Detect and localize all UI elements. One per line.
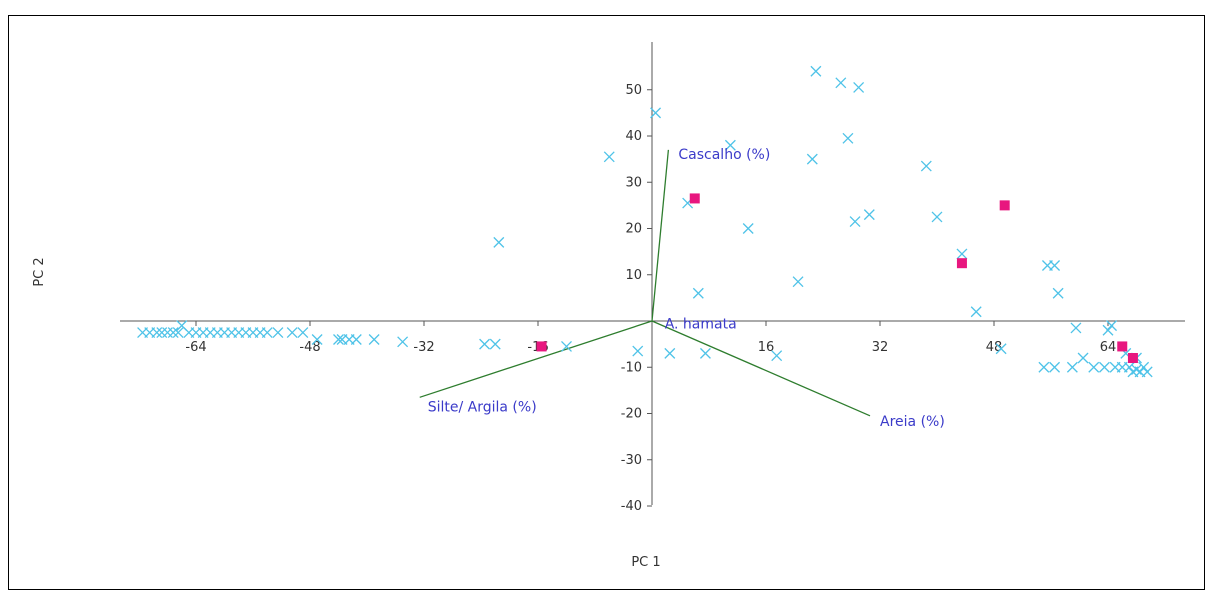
data-point-cross	[842, 132, 854, 144]
y-tick-label: 30	[625, 175, 642, 190]
axes: -64-48-32-16163248645040302010-10-20-30-…	[120, 42, 1185, 514]
x-tick-label: 32	[872, 340, 889, 355]
y-tick-label: -10	[621, 360, 642, 375]
data-point-cross	[286, 327, 298, 339]
data-point-cross	[1088, 361, 1100, 373]
y-tick-label: 20	[625, 222, 642, 237]
data-point-cross	[1070, 322, 1082, 334]
loading-vector	[651, 320, 871, 417]
data-point-cross	[810, 65, 822, 77]
data-point-cross	[1138, 361, 1150, 373]
data-point-cross	[311, 334, 323, 345]
x-tick-label: 16	[758, 340, 775, 355]
data-point-cross	[1106, 320, 1118, 332]
chart-frame	[8, 15, 1205, 590]
x-tick-label: -64	[185, 340, 206, 355]
data-point-cross	[995, 343, 1007, 355]
data-point-cross	[853, 81, 865, 93]
data-point-cross	[151, 327, 163, 339]
data-point-cross	[664, 347, 676, 359]
data-point-square	[1117, 341, 1128, 352]
loading-vector	[419, 320, 653, 398]
data-point-cross	[397, 336, 409, 348]
data-point-cross	[156, 327, 168, 339]
data-point-cross	[724, 139, 736, 151]
data-point-cross	[261, 327, 273, 339]
data-point-cross	[162, 327, 173, 339]
x-tick-label: -32	[413, 340, 434, 355]
data-point-cross	[603, 151, 615, 163]
data-point-cross	[1049, 260, 1061, 271]
chart-labels: Cascalho (%) Silte/ Argila (%) Areia (%) A.…	[428, 147, 945, 430]
data-point-cross	[863, 209, 875, 221]
data-point-cross	[1102, 324, 1114, 336]
data-point-cross	[1066, 361, 1078, 373]
x-tick-label: 64	[1100, 340, 1117, 355]
data-point-cross	[172, 327, 184, 339]
data-point-cross	[1098, 361, 1110, 373]
data-points	[137, 65, 1153, 378]
data-point-cross	[1038, 361, 1050, 373]
data-point-cross	[167, 327, 179, 339]
data-point-cross	[1131, 364, 1142, 376]
y-tick-label: 10	[625, 268, 642, 283]
data-point-square	[956, 258, 967, 269]
x-tick-label: -48	[299, 340, 320, 355]
data-point-cross	[297, 327, 309, 339]
data-point-cross	[1052, 287, 1064, 299]
data-point-cross	[692, 287, 704, 299]
data-point-cross	[561, 340, 572, 352]
x-axis-title: PC 1	[631, 555, 660, 570]
loading-vectors	[419, 149, 871, 417]
data-point-cross	[920, 160, 932, 172]
loading-vector	[651, 149, 670, 322]
data-point-cross	[1049, 361, 1061, 373]
data-point-cross	[368, 334, 380, 345]
data-point-cross	[771, 350, 783, 362]
data-point-cross	[1141, 366, 1153, 378]
data-point-cross	[931, 211, 943, 223]
point-annotation: A. hamata	[665, 316, 737, 332]
data-point-cross	[272, 327, 284, 339]
data-point-cross	[1077, 352, 1089, 364]
data-point-cross	[849, 216, 861, 228]
data-point-cross	[835, 77, 847, 89]
y-tick-label: -20	[621, 407, 642, 422]
data-point-cross	[493, 236, 505, 248]
data-point-square	[689, 193, 700, 204]
data-point-square	[999, 200, 1010, 211]
y-tick-label: -30	[621, 453, 642, 468]
data-point-cross	[489, 338, 501, 350]
data-point-cross	[742, 223, 754, 234]
data-point-cross	[333, 334, 344, 345]
data-point-cross	[632, 345, 644, 357]
data-point-cross	[479, 338, 491, 350]
y-tick-label: 50	[625, 83, 642, 98]
y-tick-label: -40	[621, 499, 642, 514]
data-point-cross	[956, 248, 968, 260]
data-point-cross	[650, 107, 662, 119]
vector-label: Cascalho (%)	[678, 147, 770, 163]
y-tick-label: 40	[625, 129, 642, 144]
data-point-cross	[970, 306, 982, 318]
data-point-cross	[1123, 361, 1135, 373]
y-axis-title: PC 2	[32, 257, 47, 286]
vector-label: Silte/ Argila (%)	[428, 399, 537, 415]
data-point-square	[536, 341, 547, 352]
vector-label: Areia (%)	[880, 414, 945, 430]
data-point-cross	[699, 347, 711, 359]
data-point-cross	[792, 276, 804, 288]
data-point-cross	[350, 334, 362, 345]
data-point-square	[1127, 353, 1138, 363]
data-point-cross	[806, 153, 818, 165]
